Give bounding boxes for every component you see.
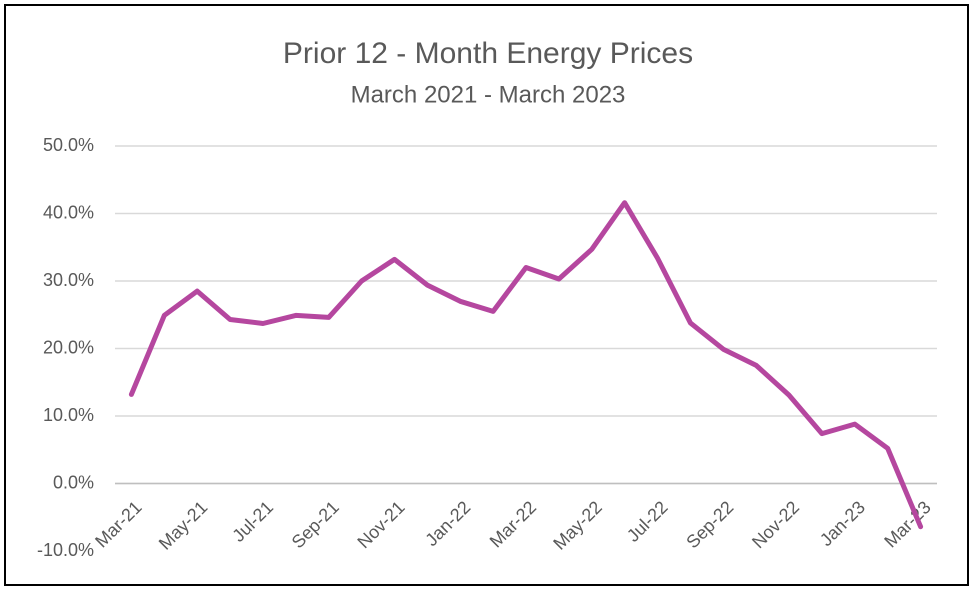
chart-title: Prior 12 - Month Energy Prices <box>283 37 693 70</box>
y-tick-label: -10.0% <box>37 540 94 560</box>
chart-border <box>4 4 969 586</box>
chart-subtitle: March 2021 - March 2023 <box>351 81 626 108</box>
y-tick-label: 20.0% <box>43 337 94 357</box>
y-tick-label: 50.0% <box>43 135 94 155</box>
data-line <box>128 200 924 530</box>
y-tick-label: 40.0% <box>43 202 94 222</box>
y-tick-label: 30.0% <box>43 270 94 290</box>
y-tick-label: 10.0% <box>43 405 94 425</box>
y-tick-label: 0.0% <box>53 472 94 492</box>
